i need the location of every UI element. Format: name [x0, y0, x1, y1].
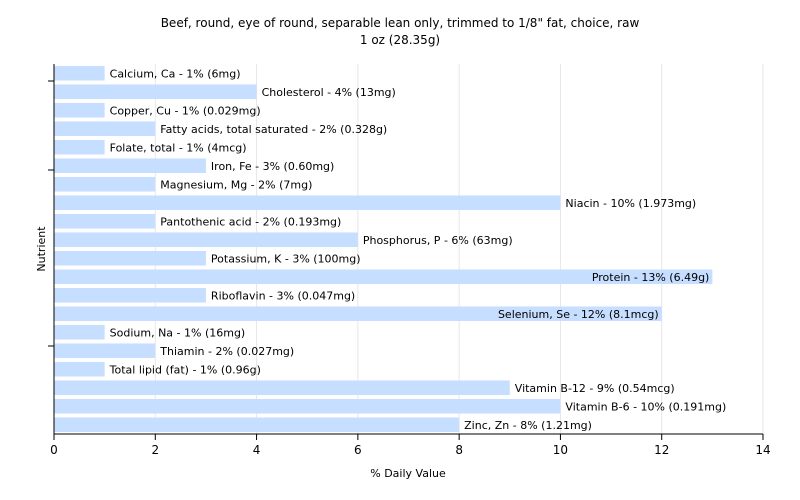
bar-label: Copper, Cu - 1% (0.029mg) — [110, 104, 261, 117]
x-tick-label: 8 — [455, 443, 463, 457]
bar — [54, 269, 713, 284]
x-tick-label: 14 — [755, 443, 770, 457]
chart-title: Beef, round, eye of round, separable lea… — [161, 16, 640, 30]
bar-label: Vitamin B-6 - 10% (0.191mg) — [565, 400, 726, 413]
bar — [54, 177, 156, 192]
bars — [54, 66, 713, 432]
bar — [54, 251, 206, 266]
bar — [54, 232, 358, 247]
bar — [54, 380, 510, 395]
bar-label: Zinc, Zn - 8% (1.21mg) — [464, 419, 592, 432]
bar — [54, 362, 105, 377]
bar-label: Total lipid (fat) - 1% (0.96g) — [109, 363, 261, 376]
bar-label: Riboflavin - 3% (0.047mg) — [211, 289, 355, 302]
bar — [54, 140, 105, 155]
bar — [54, 121, 156, 136]
bar — [54, 158, 206, 173]
bar-label: Selenium, Se - 12% (8.1mcg) — [498, 308, 659, 321]
bar-label: Cholesterol - 4% (13mg) — [262, 86, 396, 99]
x-tick-label: 12 — [654, 443, 669, 457]
bar-label: Iron, Fe - 3% (0.60mg) — [211, 160, 334, 173]
grid-lines — [154, 64, 764, 434]
bar-label: Phosphorus, P - 6% (63mg) — [363, 234, 513, 247]
bar — [54, 214, 156, 229]
bar-label: Thiamin - 2% (0.027mg) — [159, 345, 294, 358]
bar-label: Calcium, Ca - 1% (6mg) — [110, 67, 241, 80]
bar — [54, 288, 206, 303]
bar-label: Pantothenic acid - 2% (0.193mg) — [160, 215, 341, 228]
bar-label: Magnesium, Mg - 2% (7mg) — [160, 178, 312, 191]
x-tick-label: 6 — [354, 443, 362, 457]
bar-label: Folate, total - 1% (4mcg) — [110, 141, 247, 154]
x-tick-label: 10 — [553, 443, 568, 457]
bar-label: Niacin - 10% (1.973mg) — [565, 197, 696, 210]
bar — [54, 417, 460, 432]
bar — [54, 84, 257, 99]
bar — [54, 306, 662, 321]
bar-label: Sodium, Na - 1% (16mg) — [110, 326, 246, 339]
bar — [54, 325, 105, 340]
bar-label: Vitamin B-12 - 9% (0.54mcg) — [515, 382, 675, 395]
chart-subtitle: 1 oz (28.35g) — [360, 33, 440, 47]
bar-labels: Calcium, Ca - 1% (6mg) Cholesterol - 4% (… — [109, 67, 727, 432]
bar-label: Protein - 13% (6.49g) — [592, 271, 710, 284]
bar — [54, 343, 156, 358]
bar-label: Potassium, K - 3% (100mg) — [211, 252, 361, 265]
x-tick-label: 0 — [50, 443, 58, 457]
x-tick-label: 4 — [253, 443, 261, 457]
bar — [54, 399, 561, 414]
x-ticks: 0 2 4 6 8 10 12 14 — [50, 434, 771, 457]
bar — [54, 66, 105, 81]
x-tick-label: 2 — [151, 443, 159, 457]
y-axis-title: Nutrient — [35, 226, 48, 272]
bar — [54, 195, 561, 210]
axes — [48, 64, 763, 435]
bar-label: Fatty acids, total saturated - 2% (0.328… — [160, 123, 387, 136]
bar — [54, 103, 105, 118]
x-axis-title: % Daily Value — [370, 467, 446, 480]
